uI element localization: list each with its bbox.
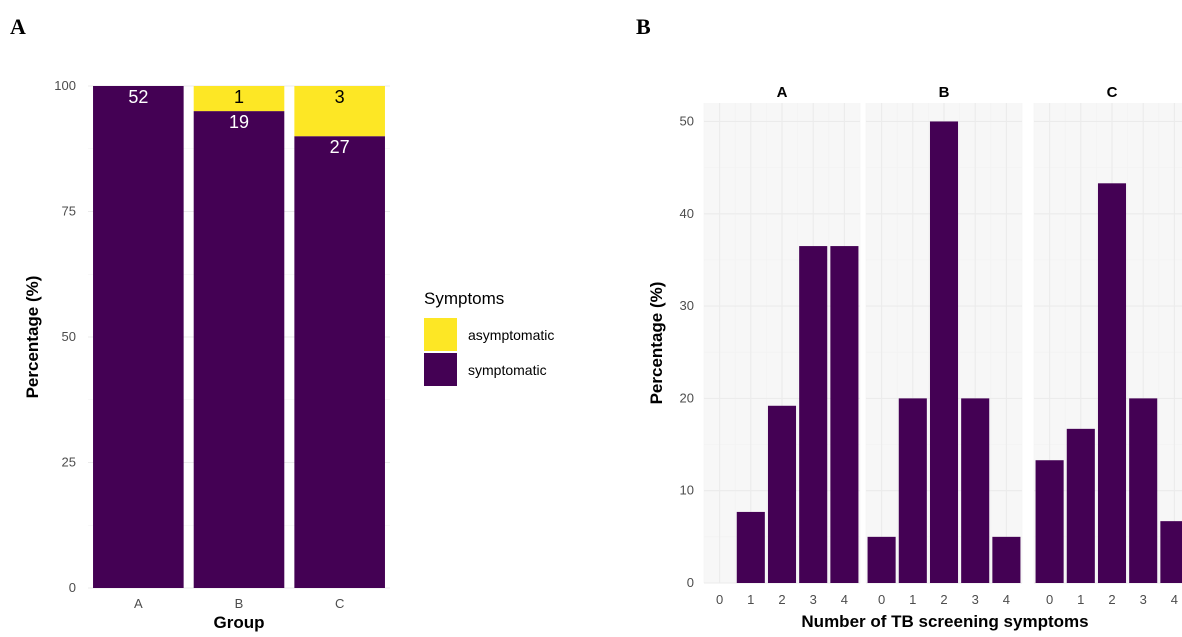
facet-strip-label: A [777,84,788,101]
histogram-bar [961,398,990,583]
count-label-symptomatic: 27 [330,137,350,157]
histogram-bar [1160,521,1182,583]
count-label-symptomatic: 19 [229,112,249,132]
histogram-bar [1035,460,1064,583]
facet-strip-label: C [1107,84,1118,101]
x-tick-label: 1 [1077,592,1084,607]
x-tick-label: 4 [1171,592,1178,607]
x-tick-label: 3 [810,592,817,607]
histogram-bar [736,511,765,583]
histogram-bar [1066,428,1095,583]
y-tick-label: 10 [680,483,694,498]
count-label-symptomatic: 52 [128,87,148,107]
x-axis-title: Number of TB screening symptoms [801,612,1088,631]
x-tick-label: 1 [909,592,916,607]
x-tick-label: 3 [972,592,979,607]
x-tick-label: 3 [1140,592,1147,607]
legend-swatch-symptomatic [424,353,457,386]
x-tick-label: 2 [778,592,785,607]
bar-symptomatic [193,111,285,588]
x-tick-label: 0 [1046,592,1053,607]
y-tick-label: 50 [62,329,76,344]
faceted-histogram: A0 1 2 3 4B0 1 2 3 4C0 1 2 3 401020304050Percentage … [647,84,1182,631]
legend-swatch-asymptomatic [424,318,457,351]
y-tick-label: 0 [687,575,694,590]
count-label-asymptomatic: 1 [234,87,244,107]
count-label-asymptomatic: 3 [335,87,345,107]
legend-label-symptomatic: symptomatic [468,362,547,378]
x-tick-label: 2 [940,592,947,607]
histogram-bar [1129,398,1158,583]
bar-asymptomatic [193,86,285,112]
x-tick-label: 0 [716,592,723,607]
y-tick-label: 25 [62,455,76,470]
y-tick-label: 20 [680,390,694,405]
y-tick-label: 30 [680,298,694,313]
y-tick-label: 75 [62,204,76,219]
x-axis-title: Group [214,613,265,632]
bar-symptomatic [93,86,184,588]
histogram-bar [830,246,859,584]
x-tick-label: C [335,596,344,611]
x-tick-label: 4 [841,592,848,607]
y-tick-label: 50 [680,113,694,128]
histogram-bar [799,246,828,584]
histogram-bar [898,398,927,583]
x-tick-label: 0 [878,592,885,607]
histogram-bar [929,121,959,583]
histogram-bar [992,536,1021,583]
x-tick-label: 4 [1003,592,1010,607]
x-tick-label: A [134,596,143,611]
facet-strip-label: B [939,84,950,101]
y-axis-title: Percentage (%) [23,276,42,399]
y-tick-label: 40 [680,206,694,221]
bar-asymptomatic [294,86,385,137]
y-tick-label: 0 [69,580,76,595]
legend-label-asymptomatic: asymptomatic [468,327,554,343]
y-axis-title: Percentage (%) [647,282,666,405]
x-tick-label: 1 [747,592,754,607]
panel-letter-right: B [636,14,651,39]
y-tick-label: 100 [54,78,76,93]
stacked-bar-chart: 0 25 50 75 100 52 A 1 19 B 3 27 C Group Percentage (%)… [23,78,554,632]
histogram-bar [867,536,896,583]
legend-title: Symptoms [424,289,504,308]
panel-letter-left: A [10,14,26,39]
x-tick-label: 2 [1108,592,1115,607]
histogram-bar [1097,183,1127,584]
bar-symptomatic [294,136,385,588]
x-tick-label: B [235,596,244,611]
histogram-bar [767,405,797,583]
